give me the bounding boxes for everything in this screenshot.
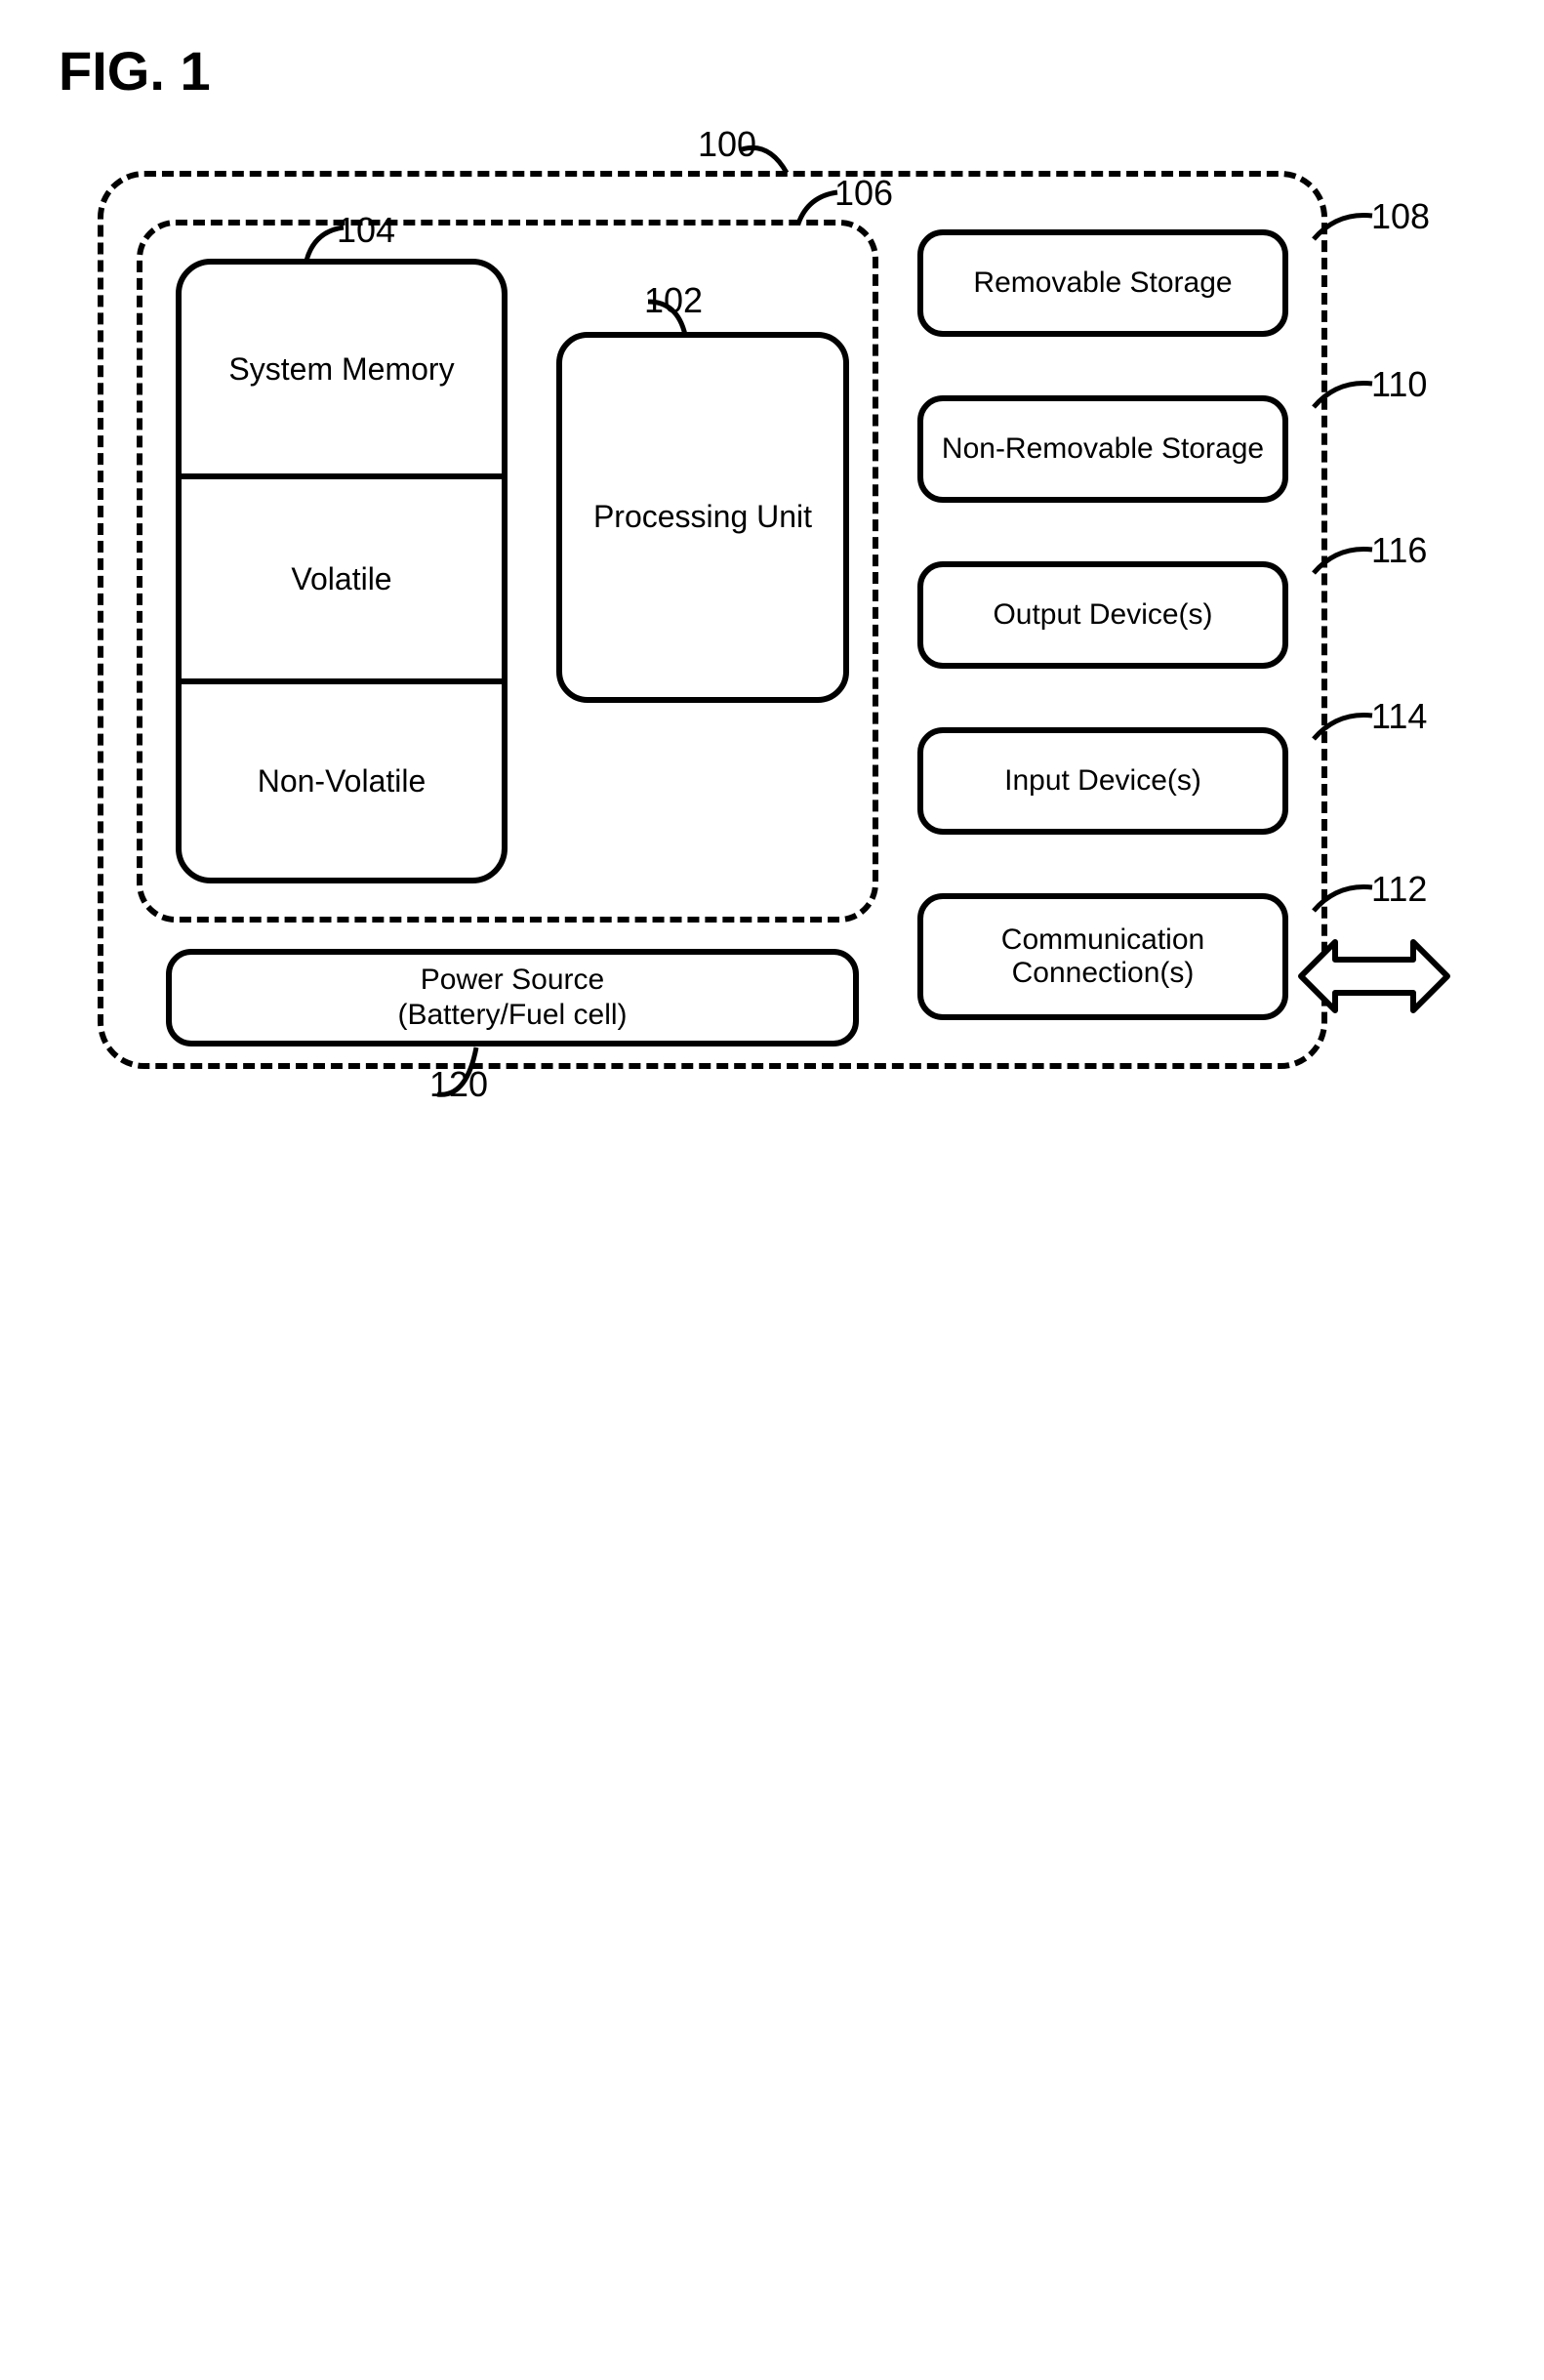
figure-title: FIG. 1 [59, 39, 1503, 103]
figure-wrapper: FIG. 1 System Memory Volatile Non-Volati… [39, 39, 1503, 1108]
system-memory-block: System Memory Volatile Non-Volatile [176, 259, 508, 883]
processing-unit-block: Processing Unit [556, 332, 849, 703]
ref-116: 116 [1371, 530, 1427, 571]
input-devices-block: Input Device(s) [917, 727, 1288, 835]
nonremovable-storage-block: Non-Removable Storage [917, 395, 1288, 503]
removable-storage-block: Removable Storage [917, 229, 1288, 337]
output-devices-label: Output Device(s) [993, 598, 1212, 633]
power-source-block: Power Source (Battery/Fuel cell) [166, 949, 859, 1046]
ref-114: 114 [1371, 696, 1427, 737]
ref-110: 110 [1371, 364, 1427, 405]
diagram-area: System Memory Volatile Non-Volatile Proc… [39, 132, 1503, 1108]
ref-100: 100 [698, 124, 756, 165]
ref-108: 108 [1371, 196, 1430, 237]
output-devices-block: Output Device(s) [917, 561, 1288, 669]
ref-120: 120 [429, 1064, 488, 1105]
comm-connections-label: Communication Connection(s) [1001, 923, 1204, 991]
memory-cell-system: System Memory [182, 265, 502, 479]
comm-connections-block: Communication Connection(s) [917, 893, 1288, 1020]
nonremovable-storage-label: Non-Removable Storage [942, 432, 1264, 467]
processing-unit-label: Processing Unit [593, 497, 812, 538]
ref-112: 112 [1371, 869, 1427, 910]
ref-104: 104 [337, 210, 395, 251]
removable-storage-label: Removable Storage [973, 267, 1232, 301]
ref-102: 102 [644, 280, 703, 321]
memory-cell-volatile: Volatile [182, 479, 502, 684]
input-devices-label: Input Device(s) [1004, 764, 1201, 799]
power-source-label: Power Source (Battery/Fuel cell) [397, 963, 627, 1033]
memory-cell-nonvolatile: Non-Volatile [182, 684, 502, 878]
ref-106: 106 [834, 173, 893, 214]
